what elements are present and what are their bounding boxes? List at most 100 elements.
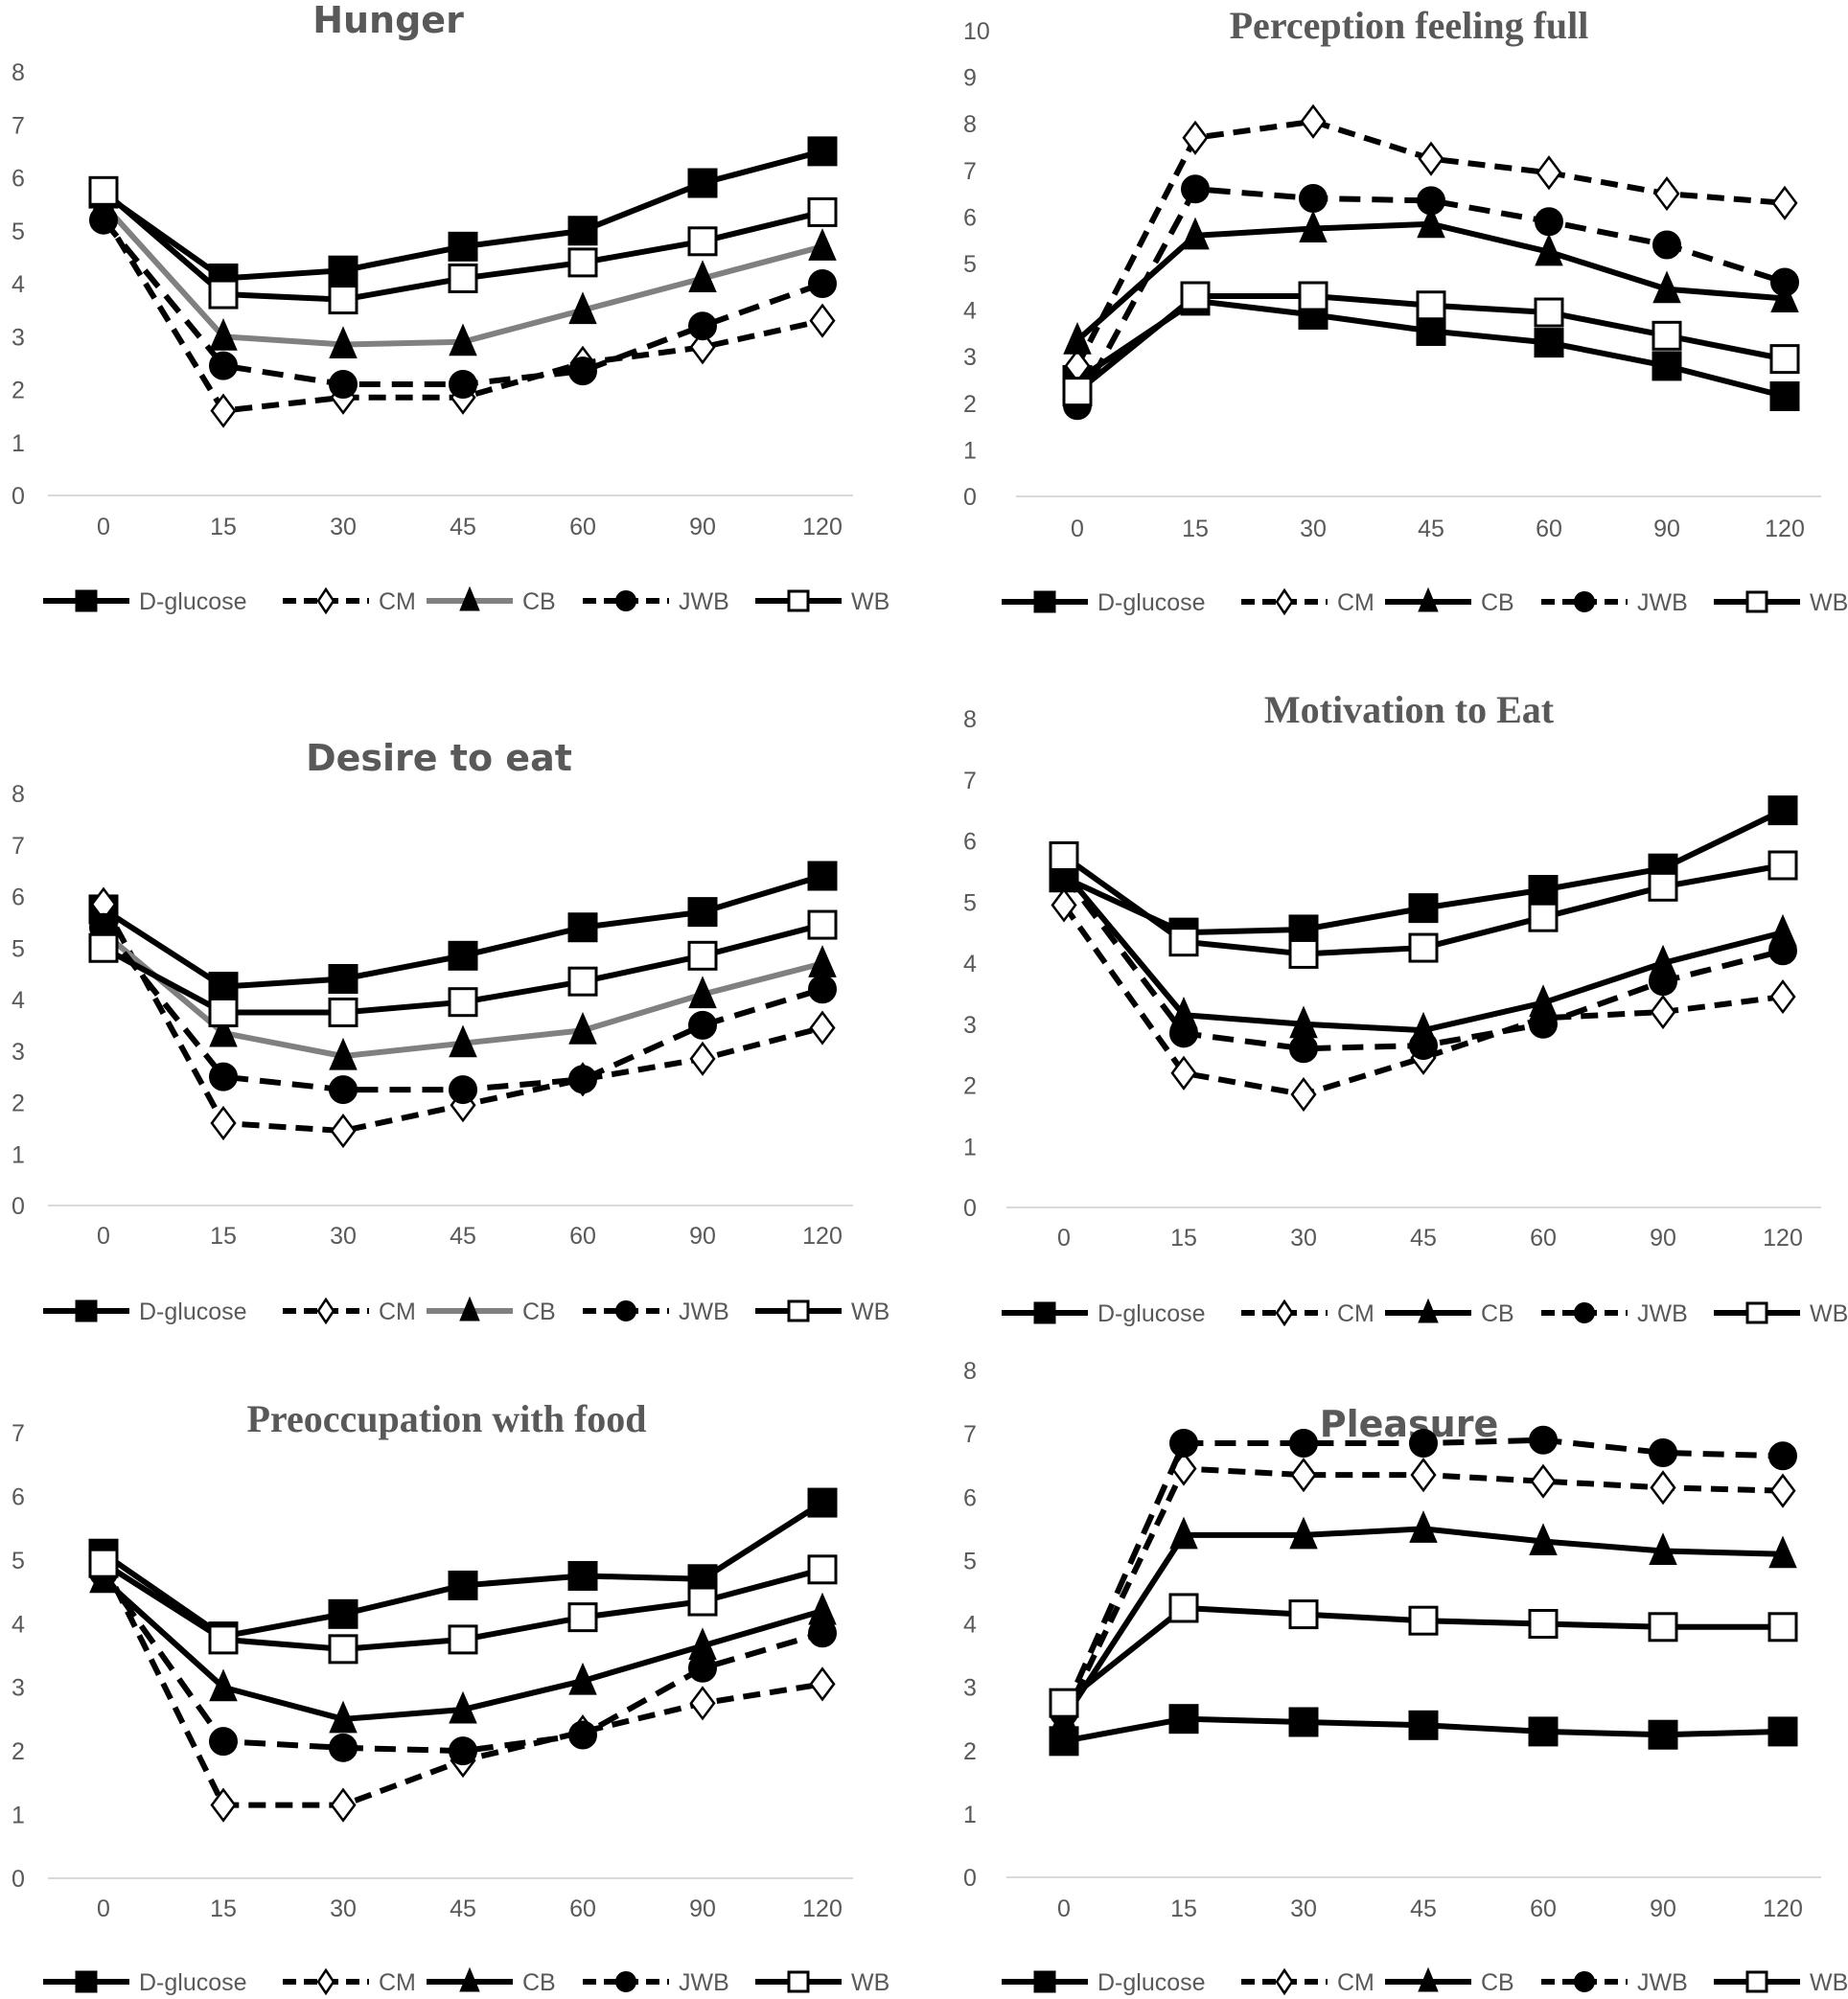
legend-label: WB — [851, 588, 889, 615]
series-cm — [1064, 103, 1798, 384]
y-tick-label: 0 — [12, 1193, 25, 1220]
data-point — [328, 1634, 358, 1665]
y-tick-label: 1 — [963, 437, 977, 464]
data-point — [88, 1548, 119, 1578]
series-wb — [88, 1548, 838, 1665]
data-point — [1182, 120, 1209, 155]
y-tick-label: 1 — [12, 1141, 25, 1168]
data-point — [568, 1662, 597, 1695]
legend-marker — [316, 586, 335, 615]
data-point — [688, 311, 717, 341]
legend-item-jwb: JWB — [1541, 1300, 1688, 1327]
data-point — [89, 205, 118, 235]
data-point — [1409, 1510, 1438, 1543]
data-point — [1649, 967, 1677, 997]
data-point — [809, 1010, 836, 1045]
data-point — [1770, 267, 1799, 297]
y-tick-label: 5 — [963, 1548, 977, 1574]
data-point — [449, 369, 477, 399]
data-point — [1767, 795, 1798, 826]
legend-marker — [1033, 590, 1056, 613]
y-tick-label: 6 — [12, 166, 25, 193]
y-tick-label: 0 — [12, 483, 25, 510]
x-tick-label: 30 — [330, 514, 357, 540]
x-tick-label: 0 — [1071, 516, 1084, 542]
data-point — [1168, 927, 1199, 957]
data-point — [568, 1012, 597, 1045]
data-point — [687, 1586, 718, 1617]
y-tick-label: 5 — [12, 1548, 25, 1574]
data-point — [1416, 315, 1446, 346]
data-point — [1528, 875, 1559, 905]
legend-label: CB — [1481, 1300, 1514, 1327]
data-point — [567, 912, 598, 943]
legend-marker — [1418, 1298, 1439, 1323]
legend-marker — [787, 1299, 810, 1322]
data-point — [210, 1105, 237, 1141]
legend-item-wb: WB — [755, 1298, 889, 1325]
data-point — [1408, 932, 1439, 963]
data-point — [1408, 1710, 1439, 1740]
legend-marker — [316, 1297, 335, 1325]
data-point — [1534, 297, 1564, 328]
data-point — [1652, 230, 1681, 260]
x-tick-label: 90 — [1650, 1225, 1676, 1252]
legend-label: CM — [379, 1298, 416, 1325]
legend-item-cm: CM — [1241, 587, 1374, 616]
data-point — [807, 909, 838, 940]
chart-title: Hunger — [312, 0, 464, 41]
data-point — [1534, 328, 1564, 358]
x-tick-label: 45 — [450, 1223, 476, 1250]
y-tick-label: 2 — [12, 1738, 25, 1765]
legend-item-jwb: JWB — [583, 1298, 729, 1325]
data-point — [1169, 1019, 1198, 1048]
y-tick-label: 4 — [12, 271, 25, 298]
data-point — [1528, 1716, 1559, 1747]
data-point — [687, 940, 718, 971]
data-point — [807, 861, 838, 891]
y-tick-label: 0 — [963, 1195, 977, 1222]
data-point — [808, 945, 837, 977]
legend-label: WB — [1810, 1969, 1848, 1996]
legend-marker — [615, 590, 636, 611]
series-jwb — [89, 1558, 837, 1766]
legend-marker — [1574, 1971, 1595, 1992]
legend-marker — [75, 1299, 98, 1322]
x-tick-label: 120 — [802, 514, 843, 540]
data-point — [808, 269, 837, 298]
legend-label: CM — [379, 1969, 416, 1996]
x-tick-label: 30 — [1300, 516, 1327, 542]
y-tick-label: 7 — [12, 112, 25, 139]
legend-item-wb: WB — [755, 588, 889, 615]
legend-label: CM — [1337, 1300, 1374, 1327]
legend-marker — [459, 1966, 480, 1992]
x-tick-label: 0 — [97, 1223, 110, 1250]
series-wb — [1062, 281, 1800, 407]
y-tick-label: 3 — [963, 1012, 977, 1039]
x-tick-label: 60 — [1530, 1225, 1557, 1252]
data-point — [567, 1602, 598, 1633]
legend-item-cb: CB — [1385, 1966, 1514, 1996]
data-point — [808, 975, 837, 1004]
data-point — [328, 1598, 358, 1629]
data-point — [1771, 185, 1798, 220]
data-point — [1769, 1473, 1796, 1508]
data-point — [1169, 1429, 1198, 1459]
y-tick-label: 4 — [12, 1611, 25, 1638]
data-point — [1767, 1716, 1798, 1747]
data-point — [1528, 902, 1559, 932]
data-point — [1529, 1425, 1558, 1455]
legend-label: D-glucose — [139, 1298, 247, 1325]
legend-item-d-glucose: D-glucose — [43, 588, 247, 615]
data-point — [1062, 377, 1093, 407]
data-point — [209, 351, 238, 380]
data-point — [1289, 1034, 1318, 1064]
data-point — [448, 263, 478, 293]
chart-title: Pleasure — [1320, 1403, 1498, 1445]
y-tick-label: 6 — [963, 1484, 977, 1511]
legend-label: WB — [1810, 1300, 1848, 1327]
legend-marker — [75, 589, 98, 612]
data-point — [1288, 938, 1319, 969]
legend-item-jwb: JWB — [583, 588, 729, 615]
